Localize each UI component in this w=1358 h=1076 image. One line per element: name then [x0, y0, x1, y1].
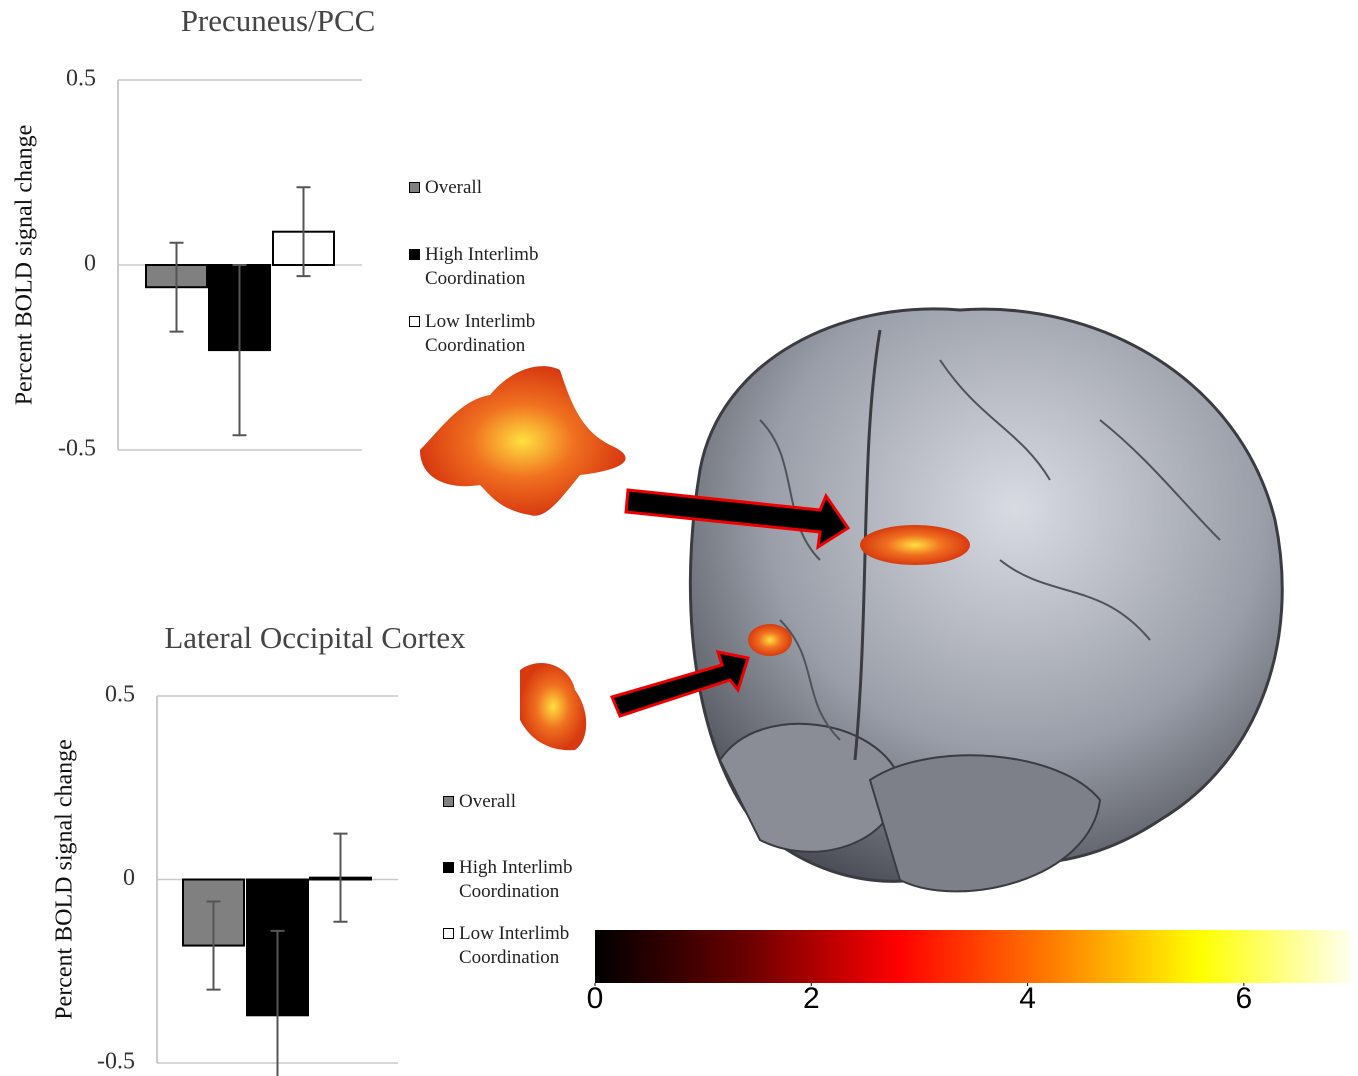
chart-title: Precuneus/PCC [181, 3, 376, 38]
y-axis-label: Percent BOLD signal change [52, 739, 78, 1020]
colorbar-tick-label: 2 [803, 982, 820, 1015]
legend-entry: Low Interlimb Coordination [409, 310, 575, 358]
legend-swatch [443, 862, 454, 873]
legend-label: High Interlimb Coordination [459, 857, 572, 902]
legend-swatch [409, 316, 420, 327]
legend-swatch [443, 796, 454, 807]
legend-swatch [443, 928, 454, 939]
legend-entry: Overall [443, 790, 609, 814]
y-tick-label: -0.5 [58, 436, 96, 462]
colorbar [595, 930, 1352, 983]
legend-entry: Overall [409, 176, 575, 200]
legend-label: High Interlimb Coordination [425, 244, 538, 289]
colorbar-tick-label: 4 [1019, 982, 1036, 1015]
legend-swatch [409, 249, 420, 260]
y-tick-label: 0 [84, 251, 96, 277]
y-axis-label: Percent BOLD signal change [12, 125, 38, 406]
legend-entry: High Interlimb Coordination [409, 243, 575, 291]
legend-label: Overall [459, 791, 516, 812]
legend-entry: High Interlimb Coordination [443, 856, 609, 904]
y-tick-label: 0.5 [66, 66, 96, 92]
chart-title: Lateral Occipital Cortex [164, 620, 466, 655]
colorbar-tick-label: 6 [1236, 982, 1253, 1015]
legend-label: Low Interlimb Coordination [459, 923, 569, 968]
legend-entry: Low Interlimb Coordination [443, 922, 609, 970]
y-tick-label: 0 [123, 865, 135, 891]
legend-label: Low Interlimb Coordination [425, 311, 535, 356]
figure: Precuneus/PCC Percent BOLD signal change -… [0, 0, 1358, 1076]
y-tick-label: -0.5 [97, 1049, 135, 1075]
colorbar-tick-label: 0 [587, 982, 604, 1015]
legend-swatch [409, 182, 420, 193]
page: Precuneus/PCC Percent BOLD signal change -… [0, 0, 1358, 1076]
legend-label: Overall [425, 177, 482, 198]
y-tick-label: 0.5 [105, 682, 135, 708]
